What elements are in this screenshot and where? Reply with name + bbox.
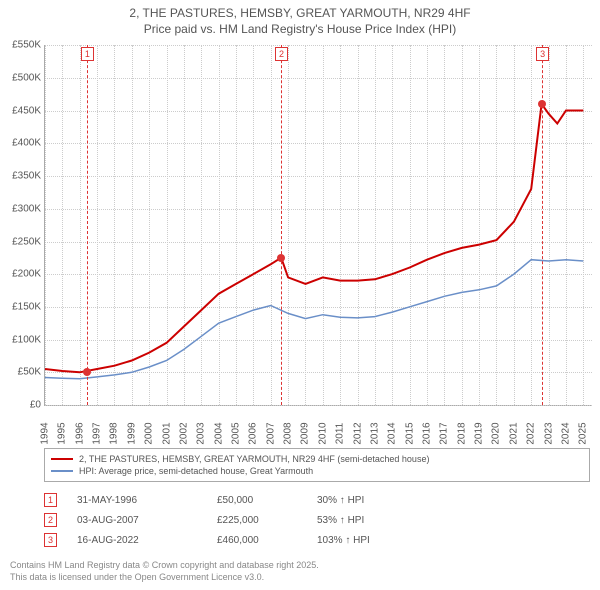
sale-row-delta: 30% ↑ HPI (317, 495, 417, 506)
sale-row: 3 16-AUG-2022 £460,000 103% ↑ HPI (44, 530, 590, 550)
sale-row-marker: 1 (44, 493, 57, 507)
y-tick-label: £150K (1, 302, 41, 313)
series-line-1 (45, 260, 583, 379)
x-tick-label: 2007 (265, 419, 276, 449)
sale-vline-1 (87, 45, 88, 405)
sale-row-date: 16-AUG-2022 (77, 535, 197, 546)
y-tick-label: £550K (1, 40, 41, 51)
x-tick-label: 2014 (387, 419, 398, 449)
y-tick-label: £100K (1, 334, 41, 345)
x-tick-label: 2005 (231, 419, 242, 449)
x-tick-label: 2012 (352, 419, 363, 449)
series-svg (45, 45, 592, 405)
x-tick-label: 2015 (404, 419, 415, 449)
legend-swatch-0 (51, 458, 73, 460)
sale-dot-3 (538, 100, 546, 108)
legend-swatch-1 (51, 470, 73, 472)
sale-row: 2 03-AUG-2007 £225,000 53% ↑ HPI (44, 510, 590, 530)
sale-dot-1 (83, 368, 91, 376)
y-tick-label: £250K (1, 236, 41, 247)
x-tick-label: 1999 (126, 419, 137, 449)
sale-marker-1: 1 (81, 47, 94, 61)
x-tick-label: 1997 (92, 419, 103, 449)
footnote-line-1: Contains HM Land Registry data © Crown c… (10, 560, 590, 572)
footnote-line-2: This data is licensed under the Open Gov… (10, 572, 590, 584)
x-tick-label: 1998 (109, 419, 120, 449)
legend-label-1: HPI: Average price, semi-detached house,… (79, 466, 313, 476)
x-tick-label: 2023 (543, 419, 554, 449)
sale-row-price: £460,000 (217, 535, 297, 546)
sale-row-date: 31-MAY-1996 (77, 495, 197, 506)
chart-container: 2, THE PASTURES, HEMSBY, GREAT YARMOUTH,… (0, 0, 600, 590)
y-tick-label: £400K (1, 138, 41, 149)
x-tick-label: 2017 (439, 419, 450, 449)
x-tick-label: 2019 (474, 419, 485, 449)
legend-label-0: 2, THE PASTURES, HEMSBY, GREAT YARMOUTH,… (79, 454, 429, 464)
legend: 2, THE PASTURES, HEMSBY, GREAT YARMOUTH,… (44, 448, 590, 482)
y-tick-label: £350K (1, 171, 41, 182)
plot-area: £0£50K£100K£150K£200K£250K£300K£350K£400… (44, 45, 592, 406)
x-tick-label: 2016 (422, 419, 433, 449)
x-tick-label: 1995 (57, 419, 68, 449)
sale-row-price: £225,000 (217, 515, 297, 526)
x-tick-label: 2024 (560, 419, 571, 449)
x-tick-label: 2011 (335, 419, 346, 449)
sale-vline-2 (281, 45, 282, 405)
y-tick-label: £500K (1, 72, 41, 83)
x-tick-label: 2006 (248, 419, 259, 449)
title-line-2: Price paid vs. HM Land Registry's House … (0, 22, 600, 38)
x-tick-label: 2018 (456, 419, 467, 449)
x-tick-label: 1996 (74, 419, 85, 449)
y-tick-label: £200K (1, 269, 41, 280)
legend-row-1: HPI: Average price, semi-detached house,… (51, 465, 583, 477)
x-tick-label: 2021 (508, 419, 519, 449)
x-tick-label: 2009 (300, 419, 311, 449)
x-tick-label: 2008 (283, 419, 294, 449)
y-tick-label: £300K (1, 203, 41, 214)
sale-table: 1 31-MAY-1996 £50,000 30% ↑ HPI 2 03-AUG-2007… (44, 490, 590, 550)
sale-marker-3: 3 (536, 47, 549, 61)
title-line-1: 2, THE PASTURES, HEMSBY, GREAT YARMOUTH,… (0, 6, 600, 22)
x-tick-label: 2002 (178, 419, 189, 449)
x-tick-label: 2000 (144, 419, 155, 449)
sale-row-date: 03-AUG-2007 (77, 515, 197, 526)
sale-row-delta: 103% ↑ HPI (317, 535, 417, 546)
series-line-0 (45, 104, 583, 372)
x-tick-label: 2001 (161, 419, 172, 449)
x-tick-label: 2022 (526, 419, 537, 449)
sale-row-marker: 3 (44, 533, 57, 547)
sale-dot-2 (277, 254, 285, 262)
x-tick-label: 2004 (213, 419, 224, 449)
sale-row-marker: 2 (44, 513, 57, 527)
title-block: 2, THE PASTURES, HEMSBY, GREAT YARMOUTH,… (0, 0, 600, 41)
x-tick-label: 2020 (491, 419, 502, 449)
legend-row-0: 2, THE PASTURES, HEMSBY, GREAT YARMOUTH,… (51, 453, 583, 465)
y-tick-label: £450K (1, 105, 41, 116)
sale-row-price: £50,000 (217, 495, 297, 506)
x-tick-label: 1994 (40, 419, 51, 449)
x-tick-label: 2003 (196, 419, 207, 449)
y-tick-label: £0 (1, 400, 41, 411)
x-tick-label: 2013 (369, 419, 380, 449)
sale-row-delta: 53% ↑ HPI (317, 515, 417, 526)
x-tick-label: 2010 (317, 419, 328, 449)
sale-marker-2: 2 (275, 47, 288, 61)
x-tick-label: 2025 (578, 419, 589, 449)
sale-row: 1 31-MAY-1996 £50,000 30% ↑ HPI (44, 490, 590, 510)
footnote: Contains HM Land Registry data © Crown c… (10, 560, 590, 583)
y-tick-label: £50K (1, 367, 41, 378)
